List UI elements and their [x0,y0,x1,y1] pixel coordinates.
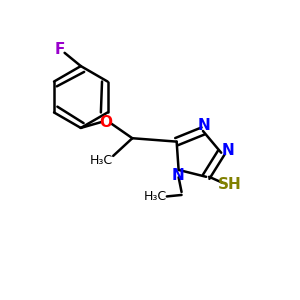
Text: O: O [99,115,112,130]
Text: H₃C: H₃C [90,154,113,167]
Text: N: N [221,143,234,158]
Text: N: N [198,118,211,133]
Text: F: F [55,42,65,57]
Text: H₃C: H₃C [143,190,167,203]
Text: N: N [172,168,184,183]
Text: SH: SH [218,177,242,192]
